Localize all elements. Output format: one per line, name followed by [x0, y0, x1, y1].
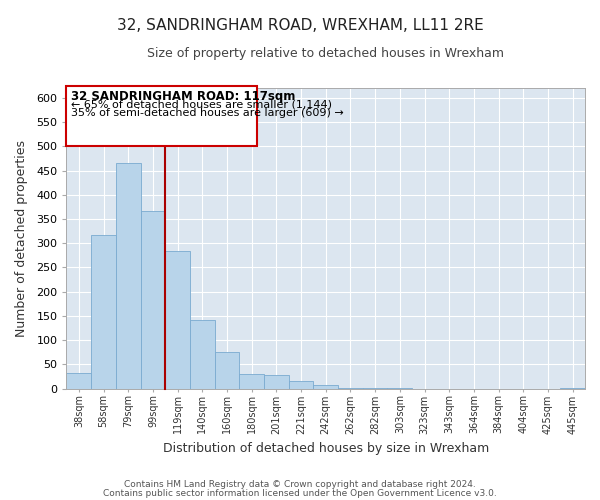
- Bar: [67, 373, 91, 388]
- Y-axis label: Number of detached properties: Number of detached properties: [15, 140, 28, 337]
- Text: Contains public sector information licensed under the Open Government Licence v3: Contains public sector information licen…: [103, 488, 497, 498]
- Text: ← 65% of detached houses are smaller (1,144): ← 65% of detached houses are smaller (1,…: [71, 99, 332, 109]
- Bar: [264, 374, 289, 388]
- Bar: [289, 381, 313, 388]
- Text: 35% of semi-detached houses are larger (609) →: 35% of semi-detached houses are larger (…: [71, 108, 344, 118]
- Bar: [215, 352, 239, 388]
- Bar: [140, 211, 165, 388]
- Bar: [165, 252, 190, 388]
- Bar: [239, 374, 264, 388]
- Bar: [91, 236, 116, 388]
- Title: Size of property relative to detached houses in Wrexham: Size of property relative to detached ho…: [147, 48, 504, 60]
- Text: 32 SANDRINGHAM ROAD: 117sqm: 32 SANDRINGHAM ROAD: 117sqm: [71, 90, 296, 102]
- FancyBboxPatch shape: [67, 86, 257, 146]
- Bar: [313, 386, 338, 388]
- Bar: [190, 320, 215, 388]
- Text: Contains HM Land Registry data © Crown copyright and database right 2024.: Contains HM Land Registry data © Crown c…: [124, 480, 476, 489]
- Text: 32, SANDRINGHAM ROAD, WREXHAM, LL11 2RE: 32, SANDRINGHAM ROAD, WREXHAM, LL11 2RE: [116, 18, 484, 32]
- X-axis label: Distribution of detached houses by size in Wrexham: Distribution of detached houses by size …: [163, 442, 489, 455]
- Bar: [116, 163, 140, 388]
